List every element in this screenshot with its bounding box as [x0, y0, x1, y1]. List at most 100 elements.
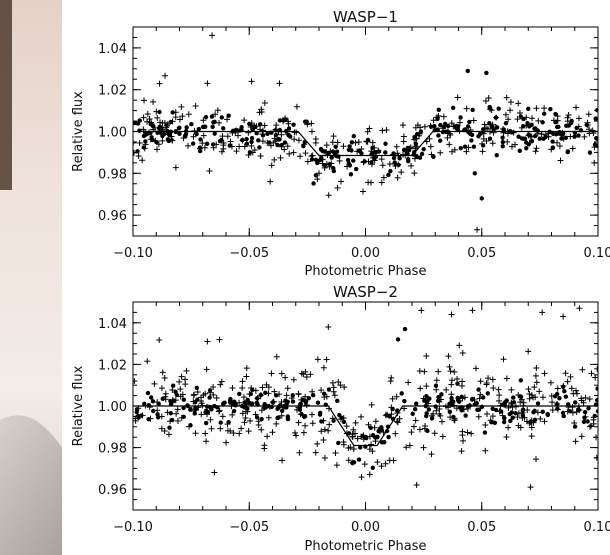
- data-point-plus: [588, 370, 595, 377]
- data-point-dot: [532, 408, 537, 414]
- data-point-plus: [512, 141, 519, 148]
- data-point-plus: [243, 365, 250, 372]
- data-point-plus: [329, 139, 336, 146]
- data-point-dot: [586, 406, 591, 411]
- data-point-plus: [198, 411, 205, 418]
- data-point-dot: [480, 143, 486, 148]
- data-point-dot: [595, 386, 598, 391]
- data-point-plus: [393, 393, 400, 400]
- data-point-plus: [527, 484, 534, 491]
- data-point-dot: [446, 123, 451, 129]
- data-point-plus: [258, 426, 265, 433]
- data-point-dot: [511, 400, 517, 405]
- data-point-dot: [458, 145, 463, 151]
- data-point-plus: [162, 72, 169, 79]
- data-point-dot: [168, 411, 173, 416]
- data-point-dot: [433, 383, 439, 388]
- data-point-plus: [332, 450, 339, 457]
- data-point-plus: [158, 385, 165, 392]
- data-point-plus: [245, 129, 252, 136]
- data-point-dot: [424, 413, 429, 419]
- data-point-plus: [325, 323, 332, 330]
- data-point-plus: [586, 395, 593, 402]
- data-point-dot: [502, 415, 507, 421]
- data-point-plus: [352, 430, 359, 437]
- data-point-plus: [278, 131, 285, 138]
- data-point-plus: [503, 94, 510, 101]
- data-point-plus: [207, 416, 214, 423]
- data-point-dot: [572, 134, 577, 139]
- data-point-dot: [582, 415, 587, 420]
- data-point-plus: [532, 394, 539, 401]
- data-point-plus: [268, 162, 275, 169]
- data-point-dot: [157, 109, 162, 115]
- data-point-plus: [321, 426, 328, 433]
- data-point-dot: [594, 143, 598, 148]
- data-point-plus: [483, 410, 490, 417]
- x-tick-label: −0.05: [229, 520, 269, 535]
- data-point-plus: [573, 104, 580, 111]
- data-point-plus: [483, 380, 490, 387]
- data-point-dot: [329, 155, 334, 160]
- data-point-plus: [284, 143, 291, 150]
- data-point-plus: [173, 410, 180, 417]
- data-point-dot: [249, 139, 254, 145]
- data-point-plus: [472, 365, 479, 372]
- data-point-dot: [567, 408, 573, 414]
- data-point-plus: [463, 105, 470, 112]
- data-point-plus: [333, 462, 340, 469]
- data-point-dot: [290, 399, 296, 404]
- data-point-plus: [190, 133, 197, 140]
- data-point-dot: [418, 129, 424, 134]
- data-point-plus: [220, 145, 227, 152]
- data-point-plus: [393, 418, 400, 425]
- data-point-dot: [524, 146, 529, 151]
- data-point-dot: [595, 136, 598, 142]
- data-point-dot: [481, 395, 486, 400]
- data-point-dot: [141, 145, 146, 150]
- data-point-plus: [387, 378, 394, 385]
- y-tick-label: 0.96: [98, 483, 127, 498]
- data-point-plus: [435, 368, 442, 375]
- data-point-plus: [216, 119, 223, 126]
- data-point-dot: [348, 172, 354, 177]
- data-point-plus: [341, 384, 348, 391]
- data-point-dot: [171, 398, 177, 403]
- data-point-dot: [553, 120, 558, 125]
- x-tick-label: −0.10: [113, 520, 153, 535]
- data-point-dot: [349, 140, 355, 145]
- data-point-plus: [410, 423, 417, 430]
- data-point-dot: [265, 131, 270, 136]
- data-point-plus: [378, 463, 385, 470]
- data-point-plus: [151, 380, 158, 387]
- data-point-plus: [267, 178, 274, 185]
- data-point-plus: [505, 116, 512, 123]
- data-point-dot: [433, 404, 438, 409]
- data-point-plus: [241, 143, 248, 150]
- data-point-plus: [541, 418, 548, 425]
- data-point-plus: [286, 150, 293, 157]
- data-point-dot: [436, 394, 441, 400]
- data-point-plus: [325, 427, 332, 434]
- data-point-plus: [269, 429, 276, 436]
- data-point-dot: [479, 196, 484, 201]
- data-point-dot: [474, 400, 479, 406]
- data-point-plus: [423, 383, 430, 390]
- data-point-dot: [462, 127, 468, 132]
- data-point-plus: [209, 32, 216, 39]
- data-point-plus: [569, 145, 576, 152]
- data-point-dot: [537, 136, 542, 141]
- data-point-dot: [333, 144, 338, 149]
- data-point-dot: [540, 120, 545, 125]
- data-point-plus: [279, 457, 286, 464]
- data-point-plus: [293, 432, 300, 439]
- data-point-plus: [156, 80, 163, 87]
- data-point-dot: [185, 403, 190, 408]
- data-point-plus: [423, 353, 430, 360]
- data-point-dot: [177, 125, 182, 130]
- data-point-plus: [444, 134, 451, 141]
- data-point-dot: [160, 396, 165, 402]
- data-point-plus: [217, 425, 224, 432]
- data-point-dot: [210, 124, 215, 130]
